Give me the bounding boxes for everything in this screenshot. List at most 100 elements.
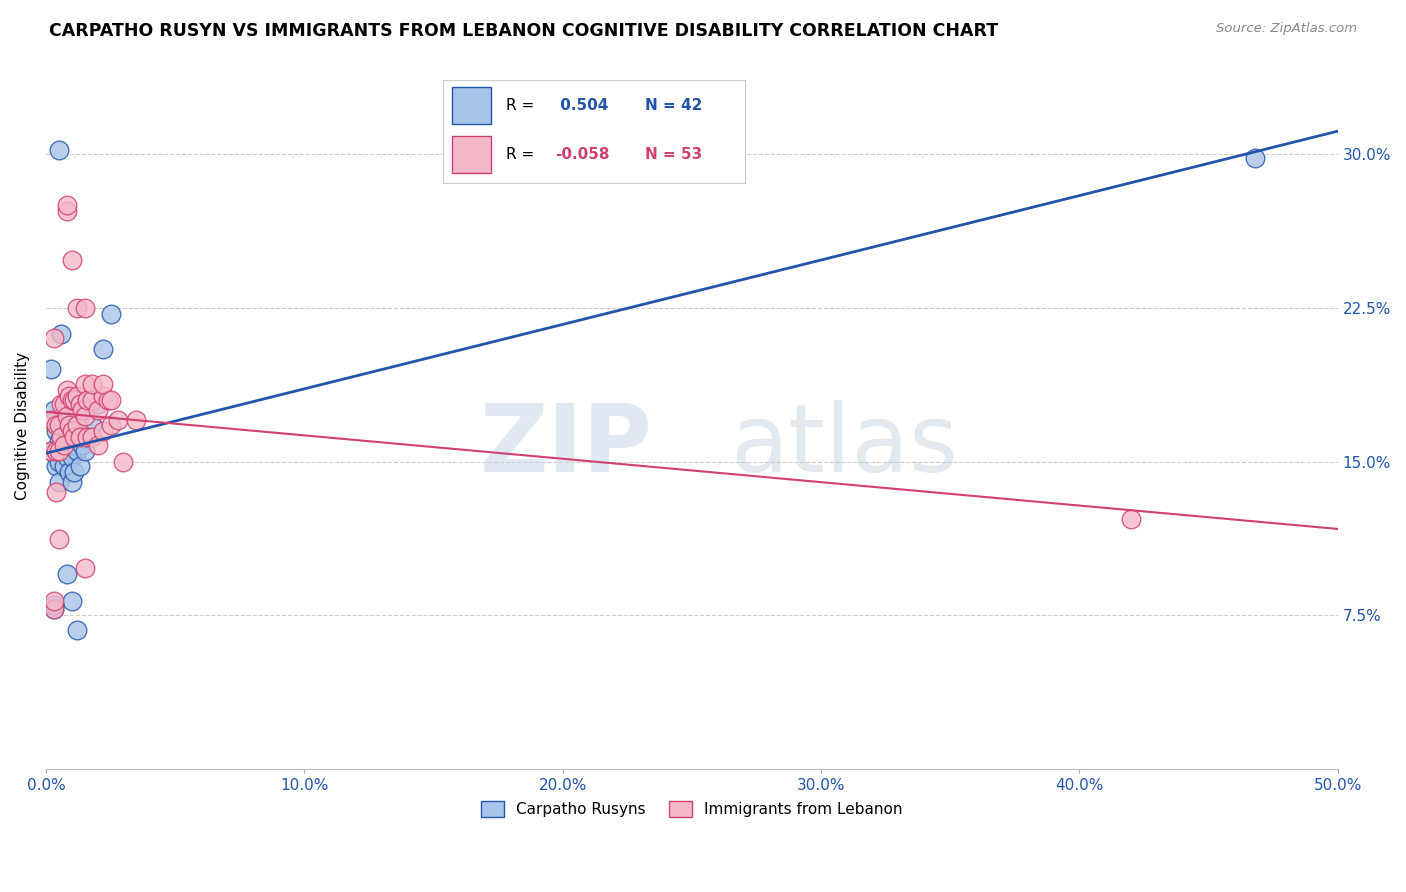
- Point: [55, 424, 77, 438]
- Text: N = 53: N = 53: [645, 146, 703, 161]
- Point: [100, 392, 122, 407]
- Bar: [451, 87, 491, 124]
- Point: [42, 602, 65, 616]
- Bar: [451, 136, 491, 173]
- Point: [1119, 512, 1142, 526]
- Point: [91, 342, 114, 356]
- Point: [45, 485, 67, 500]
- Point: [69, 430, 91, 444]
- Point: [1244, 151, 1267, 165]
- Point: [58, 438, 80, 452]
- Text: CARPATHO RUSYN VS IMMIGRANTS FROM LEBANON COGNITIVE DISABILITY CORRELATION CHART: CARPATHO RUSYN VS IMMIGRANTS FROM LEBANO…: [49, 22, 998, 40]
- Point: [82, 376, 104, 391]
- Point: [48, 444, 70, 458]
- Point: [73, 561, 96, 575]
- Point: [45, 417, 67, 432]
- Point: [73, 444, 96, 458]
- Point: [76, 392, 98, 407]
- Point: [48, 475, 70, 489]
- Point: [51, 327, 73, 342]
- Point: [39, 444, 62, 458]
- Point: [58, 417, 80, 432]
- Point: [63, 430, 86, 444]
- Point: [42, 594, 65, 608]
- Point: [63, 465, 86, 479]
- Point: [51, 444, 73, 458]
- Point: [73, 301, 96, 315]
- Point: [53, 397, 76, 411]
- Point: [58, 465, 80, 479]
- Point: [39, 444, 62, 458]
- Point: [73, 376, 96, 391]
- Point: [66, 389, 89, 403]
- Point: [107, 413, 129, 427]
- Point: [66, 444, 89, 458]
- Legend: Carpatho Rusyns, Immigrants from Lebanon: Carpatho Rusyns, Immigrants from Lebanon: [475, 796, 908, 823]
- Point: [42, 598, 65, 612]
- Point: [97, 392, 120, 407]
- Text: 0.504: 0.504: [555, 98, 609, 113]
- Point: [91, 424, 114, 438]
- Point: [60, 594, 83, 608]
- Text: atlas: atlas: [731, 401, 959, 492]
- Point: [66, 301, 89, 315]
- Point: [55, 409, 77, 424]
- Point: [39, 362, 62, 376]
- Point: [51, 397, 73, 411]
- Point: [51, 430, 73, 444]
- Point: [42, 403, 65, 417]
- Point: [69, 397, 91, 411]
- Point: [91, 389, 114, 403]
- Point: [66, 417, 89, 432]
- Text: N = 42: N = 42: [645, 98, 703, 113]
- Point: [55, 567, 77, 582]
- Point: [112, 454, 135, 468]
- Point: [53, 413, 76, 427]
- Point: [60, 475, 83, 489]
- Text: Source: ZipAtlas.com: Source: ZipAtlas.com: [1216, 22, 1357, 36]
- Point: [66, 417, 89, 432]
- Point: [125, 413, 148, 427]
- Point: [60, 392, 83, 407]
- Point: [58, 389, 80, 403]
- Point: [86, 438, 108, 452]
- Text: -0.058: -0.058: [555, 146, 609, 161]
- Point: [86, 403, 108, 417]
- Point: [73, 409, 96, 424]
- Point: [82, 392, 104, 407]
- Point: [53, 438, 76, 452]
- Point: [91, 376, 114, 391]
- Point: [45, 458, 67, 473]
- Point: [86, 397, 108, 411]
- Point: [76, 430, 98, 444]
- Point: [42, 602, 65, 616]
- Point: [70, 403, 93, 417]
- Point: [60, 424, 83, 438]
- Point: [73, 403, 96, 417]
- Point: [55, 450, 77, 465]
- Point: [66, 623, 89, 637]
- Point: [45, 444, 67, 458]
- Y-axis label: Cognitive Disability: Cognitive Disability: [15, 351, 30, 500]
- Point: [82, 430, 104, 444]
- Text: R =: R =: [506, 146, 534, 161]
- Point: [39, 413, 62, 427]
- Point: [48, 434, 70, 448]
- Point: [76, 430, 98, 444]
- Point: [60, 450, 83, 465]
- Point: [51, 430, 73, 444]
- Text: R =: R =: [506, 98, 534, 113]
- Point: [100, 417, 122, 432]
- Point: [63, 438, 86, 452]
- Point: [60, 430, 83, 444]
- Point: [55, 198, 77, 212]
- Point: [55, 204, 77, 219]
- Point: [69, 430, 91, 444]
- Point: [48, 533, 70, 547]
- Point: [45, 424, 67, 438]
- Point: [42, 331, 65, 345]
- Point: [69, 458, 91, 473]
- Point: [100, 307, 122, 321]
- Point: [63, 392, 86, 407]
- Point: [70, 438, 93, 452]
